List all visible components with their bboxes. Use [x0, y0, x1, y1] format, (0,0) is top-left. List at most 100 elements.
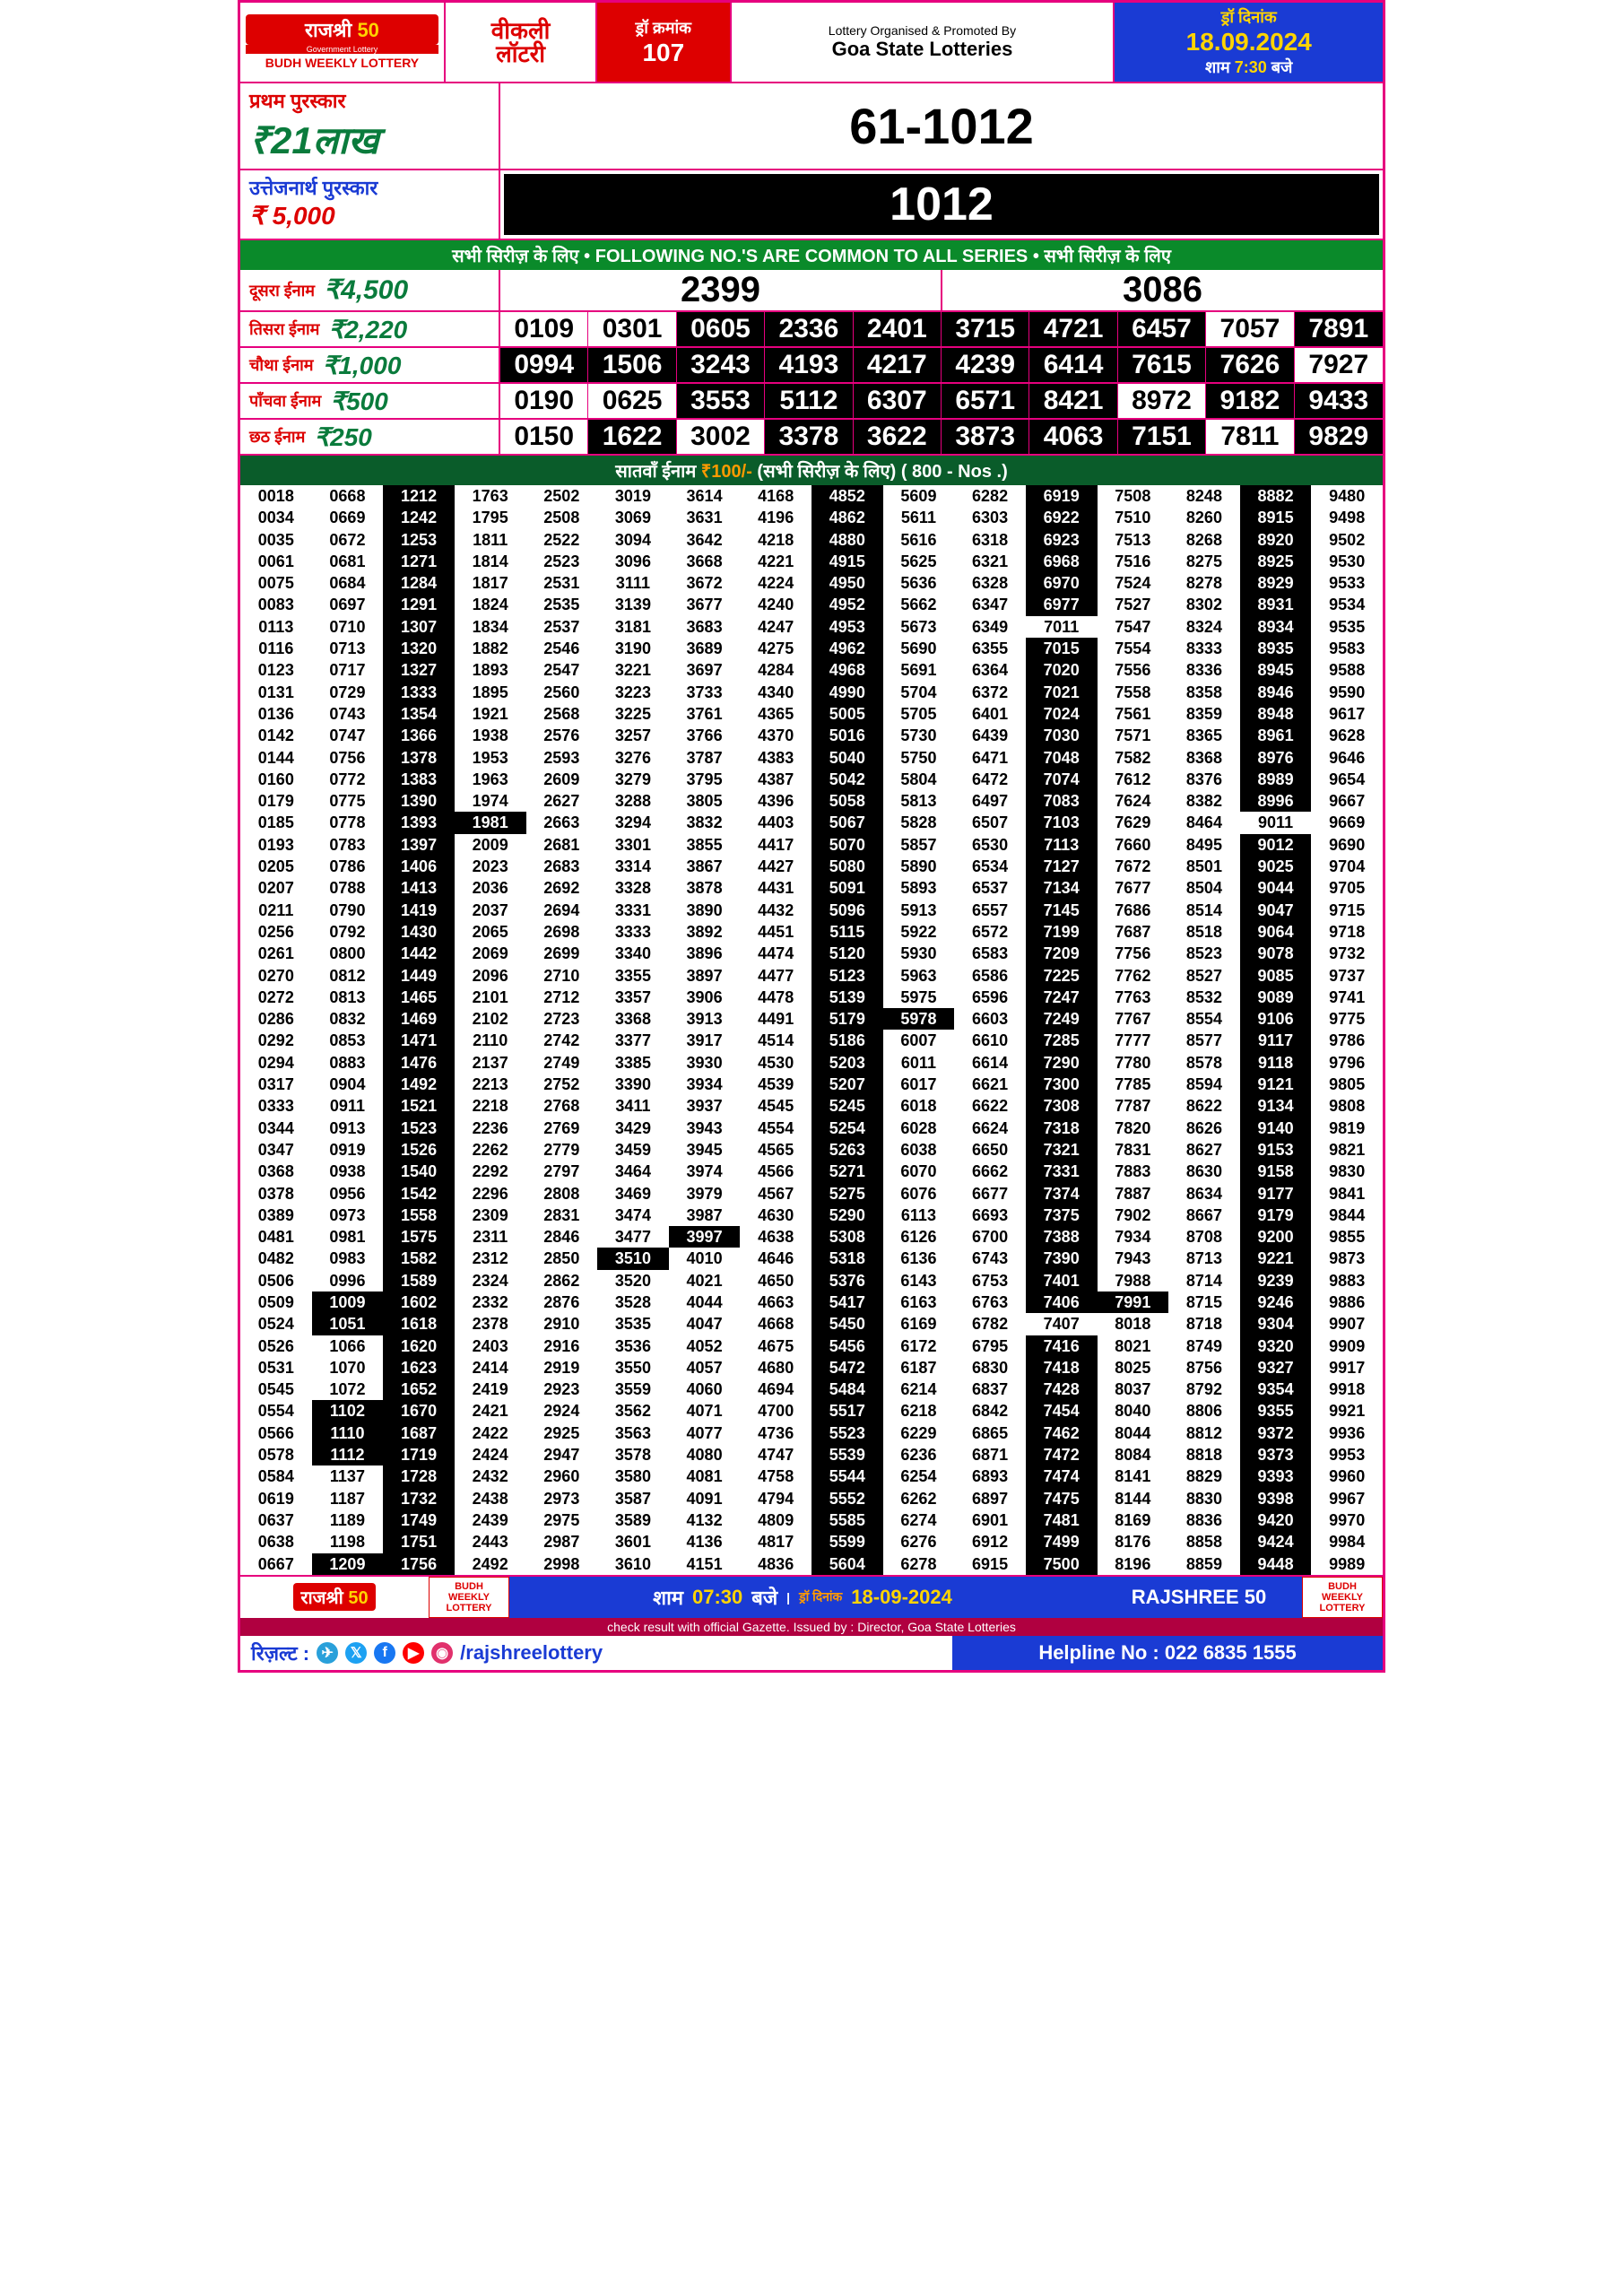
- dense-cell: 5005: [812, 703, 883, 725]
- footer-bwl-1: BUDH WEEKLY LOTTERY: [429, 1577, 509, 1618]
- dense-cell: 2547: [526, 659, 598, 681]
- dense-cell: 2998: [526, 1553, 598, 1575]
- dense-cell: 2831: [526, 1205, 598, 1226]
- dense-cell: 9667: [1311, 790, 1383, 812]
- dense-cell: 6163: [883, 1292, 955, 1313]
- dense-cell: 4736: [740, 1422, 812, 1444]
- dense-cell: 4047: [669, 1313, 741, 1335]
- dense-cell: 9970: [1311, 1509, 1383, 1531]
- dense-cell: 8792: [1168, 1378, 1240, 1400]
- youtube-icon[interactable]: ▶: [403, 1642, 424, 1664]
- dense-cell: 0256: [240, 921, 312, 943]
- dense-cell: 3357: [597, 987, 669, 1008]
- dense-cell: 3411: [597, 1095, 669, 1117]
- dense-cell: 4240: [740, 594, 812, 615]
- dense-cell: 4060: [669, 1378, 741, 1400]
- facebook-icon[interactable]: f: [374, 1642, 395, 1664]
- footer-row-3: रिज़ल्ट : ✈ 𝕏 f ▶ ◉ /rajshreelottery Hel…: [240, 1636, 1383, 1670]
- dense-cell: 5318: [812, 1248, 883, 1269]
- dense-cell: 1728: [383, 1465, 455, 1487]
- dense-cell: 4962: [812, 638, 883, 659]
- dense-cell: 5813: [883, 790, 955, 812]
- dense-cell: 3368: [597, 1008, 669, 1030]
- dense-cell: 1393: [383, 812, 455, 833]
- first-prize-row: प्रथम पुरस्कार ₹21लाख 61-1012: [240, 83, 1383, 170]
- dense-cell: 2593: [526, 747, 598, 769]
- dense-cell: 6977: [1026, 594, 1098, 615]
- telegram-icon[interactable]: ✈: [317, 1642, 338, 1664]
- dense-cell: 1390: [383, 790, 455, 812]
- dense-cell: 9917: [1311, 1357, 1383, 1378]
- dense-cell: 1366: [383, 725, 455, 746]
- draw-label: ड्रॉ क्रमांक: [636, 17, 691, 39]
- dense-cell: 5058: [812, 790, 883, 812]
- dense-cell: 1333: [383, 682, 455, 703]
- dense-cell: 7763: [1098, 987, 1169, 1008]
- dense-cell: 6229: [883, 1422, 955, 1444]
- dense-cell: 3390: [597, 1074, 669, 1095]
- dense-cell: 8859: [1168, 1553, 1240, 1575]
- dense-cell: 1981: [455, 812, 526, 833]
- dense-cell: 5080: [812, 856, 883, 877]
- instagram-icon[interactable]: ◉: [431, 1642, 453, 1664]
- dense-cell: 1602: [383, 1292, 455, 1313]
- dense-cell: 1732: [383, 1488, 455, 1509]
- dense-cell: 3683: [669, 616, 741, 638]
- dense-cell: 7629: [1098, 812, 1169, 833]
- dense-cell: 6038: [883, 1139, 955, 1161]
- dense-cell: 7418: [1026, 1357, 1098, 1378]
- dense-cell: 0983: [312, 1248, 384, 1269]
- dense-cell: 0775: [312, 790, 384, 812]
- dense-cell: 8359: [1168, 703, 1240, 725]
- dense-cell: 1558: [383, 1205, 455, 1226]
- dense-cell: 7677: [1098, 877, 1169, 899]
- dense-cell: 6968: [1026, 551, 1098, 572]
- weekly-1: वीकली: [491, 19, 551, 42]
- p4-nums: 0994150632434193421742396414761576267927: [500, 348, 1383, 382]
- dense-cell: 3589: [597, 1509, 669, 1531]
- dense-cell: 6677: [954, 1183, 1026, 1205]
- dense-cell: 1112: [312, 1444, 384, 1465]
- dense-cell: 6915: [954, 1553, 1026, 1575]
- dense-cell: 5115: [812, 921, 883, 943]
- dense-cell: 8501: [1168, 856, 1240, 877]
- dense-cell: 4491: [740, 1008, 812, 1030]
- dense-cell: 2443: [455, 1531, 526, 1552]
- cons-prize-label: उत्तेजनार्थ पुरस्कार ₹ 5,000: [240, 170, 500, 239]
- dense-cell: 2925: [526, 1422, 598, 1444]
- dense-cell: 1406: [383, 856, 455, 877]
- dense-cell: 0566: [240, 1422, 312, 1444]
- dense-cell: 6624: [954, 1118, 1026, 1139]
- dense-cell: 8084: [1098, 1444, 1169, 1465]
- dense-cell: 8376: [1168, 769, 1240, 790]
- dense-cell: 1921: [455, 703, 526, 725]
- dense-cell: 4387: [740, 769, 812, 790]
- dense-cell: 9530: [1311, 551, 1383, 572]
- dense-cell: 4952: [812, 594, 883, 615]
- dense-cell: 8622: [1168, 1095, 1240, 1117]
- dense-cell: 5123: [812, 965, 883, 987]
- dense-cell: 2403: [455, 1335, 526, 1357]
- dense-cell: 1212: [383, 485, 455, 507]
- dense-cell: 5585: [812, 1509, 883, 1531]
- dense-cell: 0083: [240, 594, 312, 615]
- dense-cell: 6011: [883, 1052, 955, 1074]
- p2-nums: 2399 3086: [500, 270, 1383, 310]
- dense-cell: 9177: [1240, 1183, 1312, 1205]
- dense-cell: 2110: [455, 1030, 526, 1051]
- dense-cell: 9960: [1311, 1465, 1383, 1487]
- dense-cell: 0378: [240, 1183, 312, 1205]
- dense-cell: 7516: [1098, 551, 1169, 572]
- dense-cell: 7416: [1026, 1335, 1098, 1357]
- dense-cell: 6347: [954, 594, 1026, 615]
- dense-cell: 2311: [455, 1226, 526, 1248]
- dense-cell: 4478: [740, 987, 812, 1008]
- dense-cell: 9953: [1311, 1444, 1383, 1465]
- dense-cell: 0144: [240, 747, 312, 769]
- twitter-icon[interactable]: 𝕏: [345, 1642, 367, 1664]
- dense-cell: 3559: [597, 1378, 669, 1400]
- dense-cell: 7285: [1026, 1030, 1098, 1051]
- dense-cell: 2749: [526, 1052, 598, 1074]
- dense-cell: 3139: [597, 594, 669, 615]
- dense-cell: 2975: [526, 1509, 598, 1531]
